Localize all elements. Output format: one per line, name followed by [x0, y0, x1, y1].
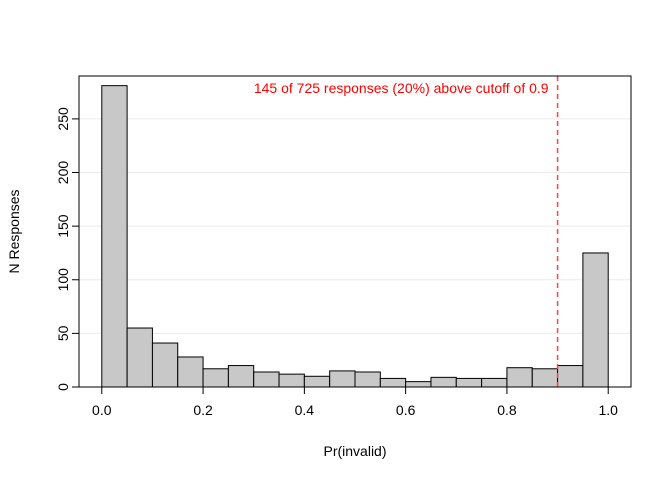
- histogram-bar: [531, 368, 559, 388]
- x-tick-label: 0.6: [396, 402, 416, 418]
- histogram-bar: [151, 342, 179, 388]
- histogram-bar: [202, 368, 229, 388]
- y-tick-label: 50: [55, 325, 71, 341]
- x-axis: 0.0 0.2 0.4 0.6 0.8 1.0: [92, 386, 618, 418]
- histogram-bar: [126, 327, 153, 388]
- histogram-bar: [582, 252, 609, 388]
- x-axis-label: Pr(invalid): [323, 443, 386, 459]
- histogram-bar: [430, 376, 457, 388]
- y-tick-label: 250: [55, 107, 71, 131]
- x-tick-label: 0.4: [295, 402, 315, 418]
- histogram-bar: [506, 367, 533, 388]
- histogram-bar: [557, 365, 584, 388]
- histogram-bar: [227, 365, 255, 388]
- cutoff-annotation: 145 of 725 responses (20%) above cutoff …: [254, 80, 549, 96]
- histogram-bar: [455, 377, 483, 388]
- y-tick-label: 0: [55, 383, 71, 391]
- plot-frame: [78, 75, 632, 388]
- histogram-bar: [253, 371, 280, 388]
- x-tick-label: 0.2: [193, 402, 213, 418]
- y-axis: 0 50 100 150 200 250: [55, 107, 80, 391]
- histogram-bar: [303, 375, 331, 388]
- x-tick-label: 0.0: [92, 402, 112, 418]
- histogram-bar: [329, 370, 356, 388]
- y-axis-label: N Responses: [6, 189, 22, 273]
- histogram-bar: [101, 85, 128, 388]
- x-tick-label: 1.0: [598, 402, 618, 418]
- x-tick-label: 0.8: [497, 402, 517, 418]
- histogram-bar: [354, 371, 381, 388]
- histogram-bars: [101, 85, 609, 388]
- histogram-bar: [481, 377, 508, 388]
- histogram-bar: [278, 373, 305, 388]
- y-tick-label: 200: [55, 161, 71, 185]
- histogram-bar: [177, 356, 204, 388]
- y-tick-label: 100: [55, 268, 71, 292]
- histogram-bar: [405, 381, 432, 388]
- histogram-bar: [379, 377, 407, 388]
- y-tick-label: 150: [55, 214, 71, 238]
